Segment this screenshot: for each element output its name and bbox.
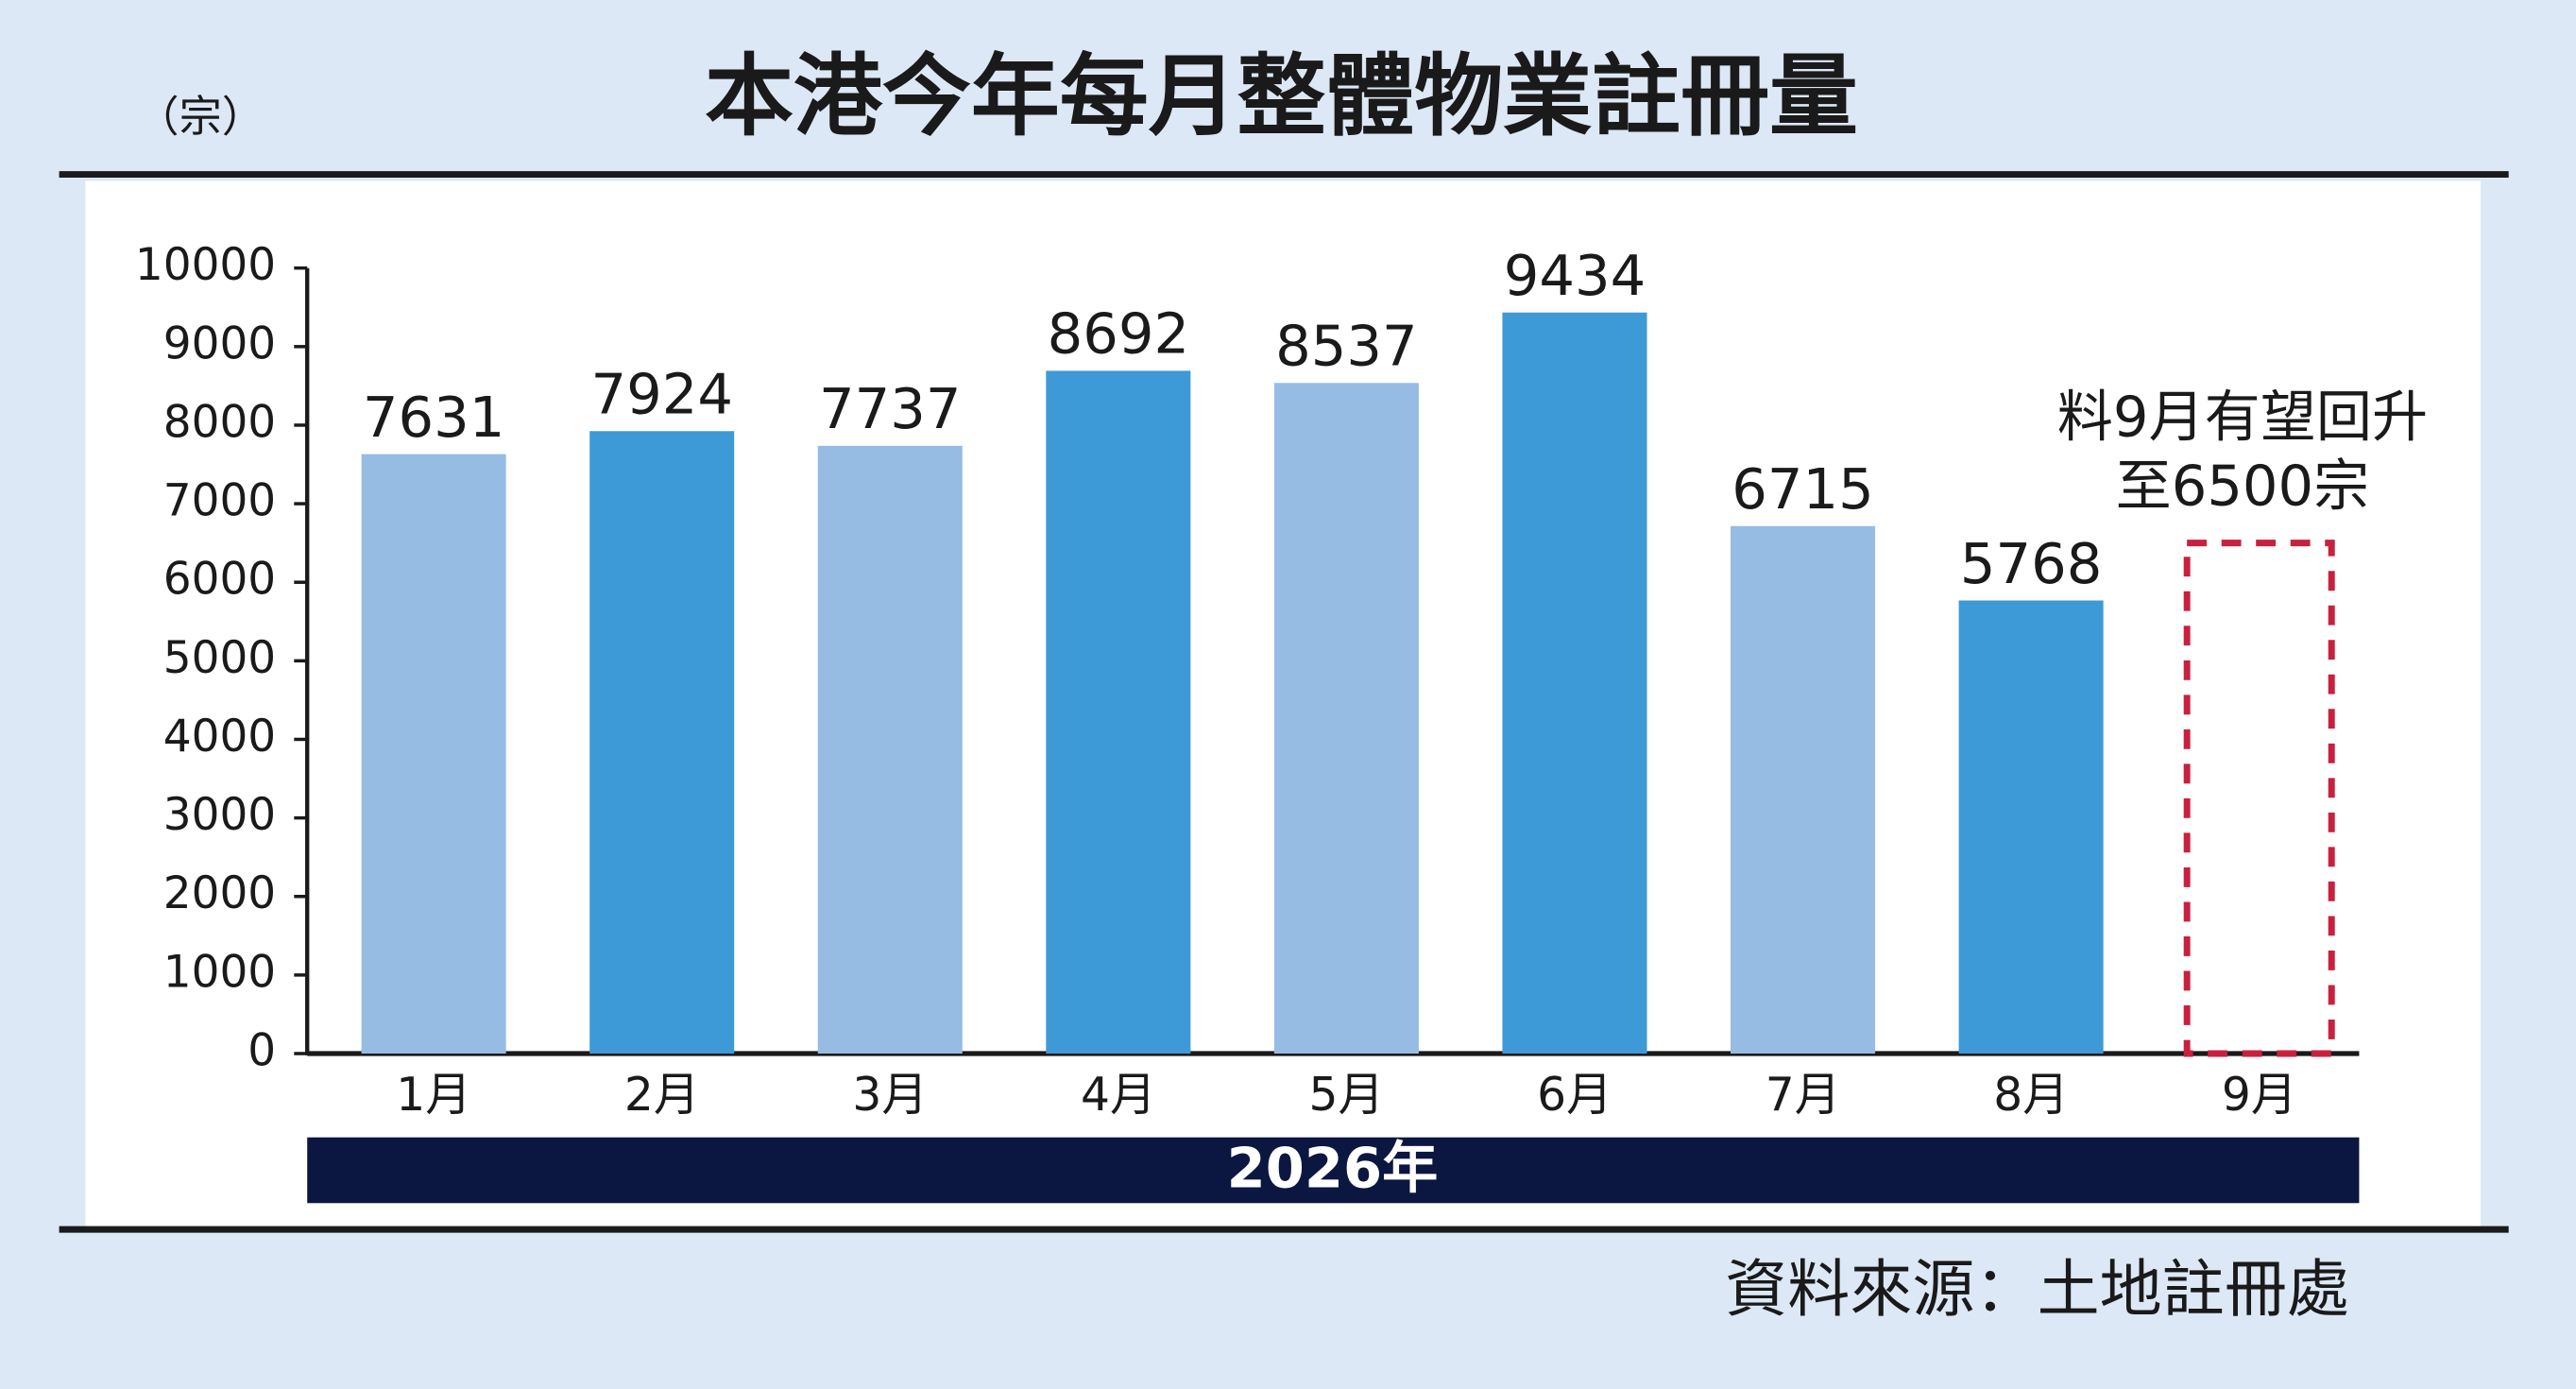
x-tick-label: 8月 [1993, 1069, 2069, 1122]
bar [1502, 312, 1647, 1055]
y-tick-label: 4000 [163, 711, 276, 763]
annotation: 至6500宗 [2116, 454, 2370, 519]
y-tick-label: 6000 [163, 554, 276, 606]
y-tick-label: 3000 [163, 789, 276, 841]
x-tick-label: 7月 [1766, 1069, 1841, 1122]
data-label: 8692 [1048, 301, 1189, 367]
y-tick-label: 0 [247, 1025, 276, 1077]
data-label: 7631 [363, 385, 504, 450]
y-tick-label: 9000 [163, 317, 276, 369]
bar [589, 431, 735, 1055]
forecast-bar [2183, 540, 2335, 1057]
data-label: 9434 [1504, 243, 1646, 308]
y-tick-label: 5000 [163, 632, 276, 684]
bar [1046, 370, 1191, 1055]
x-tick-label: 4月 [1081, 1069, 1156, 1122]
chart-title: 本港今年每月整體物業註冊量 [705, 45, 1858, 148]
x-tick-label: 3月 [852, 1069, 928, 1122]
bar [1731, 525, 1876, 1055]
x-axis-title: 2026年 [1227, 1135, 1439, 1200]
data-label: 6715 [1732, 456, 1873, 522]
x-axis-band [307, 1137, 2360, 1204]
x-tick-label: 9月 [2222, 1069, 2297, 1122]
y-tick-label: 7000 [163, 475, 276, 527]
bar [361, 454, 506, 1055]
bar [1273, 383, 1419, 1055]
y-axis-unit: （宗） [136, 92, 264, 142]
x-tick-label: 6月 [1537, 1069, 1612, 1122]
bar [1958, 600, 2104, 1055]
x-tick-label: 2月 [624, 1069, 700, 1122]
data-label: 8537 [1275, 314, 1417, 379]
annotation: 料9月有望回升 [2057, 385, 2428, 450]
source-note: 資料來源：土地註冊處 [1725, 1253, 2349, 1326]
data-label: 5768 [1960, 531, 2102, 596]
bar [817, 445, 963, 1055]
y-tick-label: 2000 [163, 867, 276, 919]
x-tick-label: 1月 [396, 1069, 471, 1122]
data-label: 7924 [590, 362, 732, 427]
y-tick-label: 1000 [163, 946, 276, 998]
y-tick-label: 10000 [135, 239, 276, 291]
y-tick-label: 8000 [163, 396, 276, 448]
x-tick-label: 5月 [1309, 1069, 1385, 1122]
data-label: 7737 [819, 376, 961, 441]
